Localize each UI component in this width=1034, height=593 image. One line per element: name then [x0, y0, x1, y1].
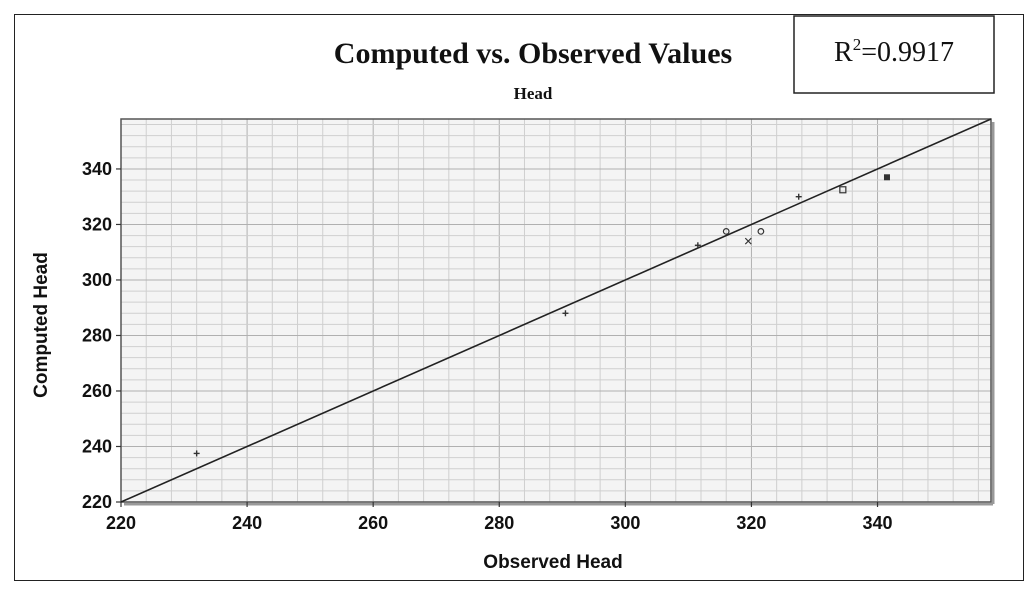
data-point-9 [883, 174, 890, 181]
data-point-3 [694, 242, 701, 249]
r-squared-box [793, 15, 995, 94]
data-point-6 [757, 228, 765, 235]
r-squared-superscript: 2 [853, 35, 862, 54]
r-squared-prefix: R [834, 37, 853, 68]
data-point-7 [795, 193, 802, 200]
y-tick-label: 240 [82, 436, 112, 456]
data-points [193, 174, 890, 457]
x-tick-label: 260 [358, 513, 388, 533]
x-tick-label: 280 [484, 513, 514, 533]
x-tick-label: 320 [736, 513, 766, 533]
data-point-8 [839, 186, 847, 194]
chart-frame: Computed vs. Observed Values Head R2=0.9… [14, 14, 1024, 581]
y-tick-label: 320 [82, 214, 112, 234]
y-tick-label: 300 [82, 270, 112, 290]
plot-border [120, 118, 992, 503]
y-axis-label: Computed Head [31, 252, 52, 398]
data-point-1 [193, 450, 200, 457]
data-point-2 [562, 310, 569, 317]
reference-line-1to1 [120, 118, 992, 503]
data-point-4 [722, 228, 730, 235]
chart-subtitle: Head [514, 84, 553, 103]
chart-title: Computed vs. Observed Values [334, 37, 732, 70]
x-tick-label: 240 [232, 513, 262, 533]
data-point-5 [744, 237, 752, 245]
y-tick-label: 340 [82, 159, 112, 179]
x-tick-label: 300 [610, 513, 640, 533]
y-tick-label: 280 [82, 325, 112, 345]
x-tick-label: 220 [106, 513, 136, 533]
grid-lines [120, 119, 991, 503]
y-tick-label: 220 [82, 492, 112, 512]
y-tick-label: 260 [82, 381, 112, 401]
x-tick-label: 340 [862, 513, 892, 533]
y-axis-ticks: 220 240 260 280 300 320 340 [82, 159, 121, 512]
x-axis-label: Observed Head [483, 552, 622, 573]
scatter-chart: Computed vs. Observed Values Head R2=0.9… [31, 15, 995, 573]
r-squared-value: =0.9917 [861, 37, 954, 68]
plot-area [120, 118, 995, 506]
r-squared-text: R2=0.9917 [834, 35, 954, 68]
r-squared-annotation: R2=0.9917 [793, 15, 995, 94]
x-axis-ticks: 220 240 260 280 300 320 340 [106, 502, 893, 533]
